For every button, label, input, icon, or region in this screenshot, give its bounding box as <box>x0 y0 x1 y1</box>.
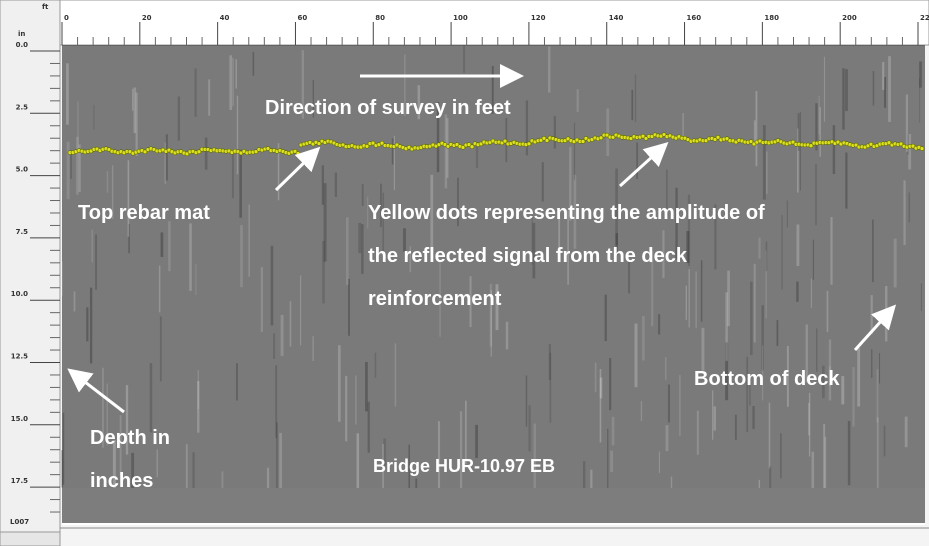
left-tick-label: 0.0 <box>16 41 29 49</box>
top-tick-label: 0 <box>64 14 69 22</box>
bottom-fill <box>62 488 925 525</box>
rebar-dot <box>470 145 474 149</box>
file-label: L007 <box>10 518 29 526</box>
top-tick-label: 120 <box>531 14 546 22</box>
annotation: Bottom of deck <box>694 368 840 390</box>
left-ruler <box>0 0 60 546</box>
left-tick-label: 5.0 <box>16 166 29 174</box>
top-tick-label: 220 <box>920 14 929 22</box>
annotation: Top rebar mat <box>78 202 210 224</box>
top-tick-label: 100 <box>453 14 468 22</box>
top-ruler <box>60 0 929 45</box>
top-tick-label: 40 <box>220 14 230 22</box>
annotation: Bridge HUR-10.97 EB <box>373 456 555 476</box>
top-tick-label: 140 <box>609 14 624 22</box>
rebar-dot <box>581 139 585 143</box>
left-tick-label: 7.5 <box>16 228 29 236</box>
annotation: reinforcement <box>368 288 502 310</box>
left-tick-label: 10.0 <box>11 290 28 298</box>
top-tick-label: 60 <box>297 14 307 22</box>
left-unit: in <box>18 30 25 38</box>
top-tick-label: 180 <box>764 14 779 22</box>
top-tick-label: 160 <box>687 14 702 22</box>
annotation: Yellow dots representing the amplitude o… <box>368 202 765 224</box>
annotation: the reflected signal from the deck <box>368 245 688 267</box>
radargram-screenshot: ft in L007 Direction of survey in feet T… <box>0 0 929 546</box>
rebar-dot <box>296 151 300 155</box>
top-tick-label: 80 <box>375 14 385 22</box>
scroll-control[interactable] <box>0 532 60 546</box>
left-tick-label: 15.0 <box>11 415 28 423</box>
left-tick-label: 2.5 <box>16 103 29 111</box>
left-tick-label: 17.5 <box>11 477 28 485</box>
annotation: Depth in <box>90 427 170 449</box>
annotation: inches <box>90 470 153 492</box>
left-tick-label: 12.5 <box>11 353 28 361</box>
rebar-dot <box>920 147 924 151</box>
top-tick-label: 200 <box>842 14 857 22</box>
top-tick-label: 20 <box>142 14 152 22</box>
top-unit: ft <box>42 3 49 11</box>
annotation: Direction of survey in feet <box>265 97 511 119</box>
